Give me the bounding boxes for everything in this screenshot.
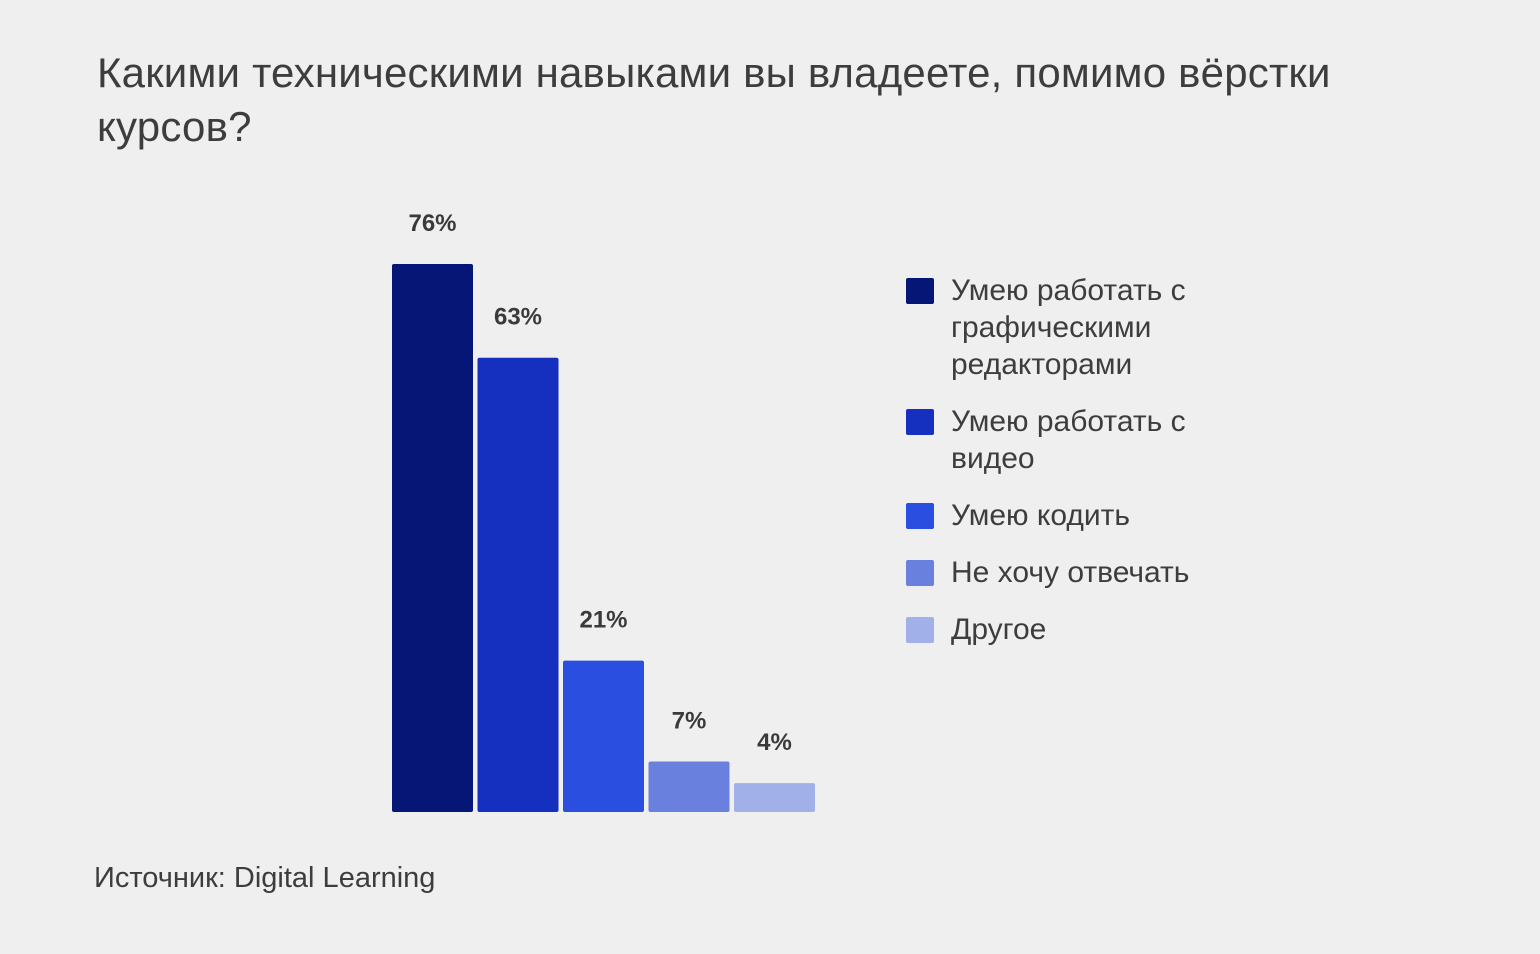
value-labels-group: 76% 63% 21% 7% 4%	[408, 210, 791, 756]
bars-group	[392, 264, 815, 812]
legend-label-5: Другое	[951, 613, 1047, 646]
chart-legend: Умею работать с графическими редакторами…	[906, 272, 1236, 668]
source-note: Источник: Digital Learning	[94, 862, 436, 894]
legend-label-3: Умею кодить	[951, 499, 1130, 532]
value-label-1: 76%	[408, 210, 456, 237]
value-label-3: 21%	[579, 607, 627, 634]
legend-item-3: Умею кодить	[906, 497, 1236, 534]
legend-swatch-2	[906, 409, 934, 435]
legend-item-2: Умею работать с видео	[906, 403, 1236, 477]
bar-3	[563, 660, 644, 812]
bar-2	[477, 357, 559, 812]
value-label-2: 63%	[494, 304, 542, 331]
legend-label-1: Умею работать с графическими редакторами	[951, 274, 1186, 381]
value-label-4: 7%	[672, 708, 707, 735]
legend-swatch-1	[906, 278, 934, 304]
legend-swatch-5	[906, 617, 934, 643]
bar-5	[734, 783, 815, 812]
value-label-5: 4%	[757, 729, 792, 756]
legend-item-5: Другое	[906, 611, 1236, 648]
legend-swatch-3	[906, 503, 934, 529]
legend-label-4: Не хочу отвечать	[951, 556, 1190, 589]
legend-item-1: Умею работать с графическими редакторами	[906, 272, 1236, 383]
legend-label-2: Умею работать с видео	[951, 405, 1186, 475]
bar-4	[648, 761, 730, 812]
legend-swatch-4	[906, 560, 934, 586]
chart-title: Какими техническими навыками вы владеете…	[97, 49, 1331, 150]
legend-item-4: Не хочу отвечать	[906, 554, 1236, 591]
bar-1	[392, 264, 473, 812]
